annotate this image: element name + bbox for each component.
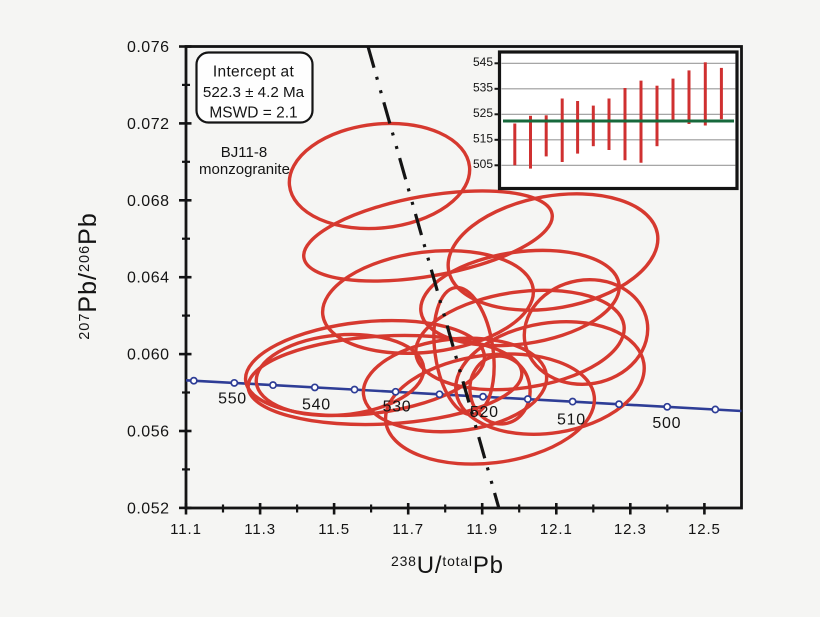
svg-text:520: 520 xyxy=(470,404,499,421)
svg-text:238U/totalPb: 238U/totalPb xyxy=(391,552,504,579)
svg-text:11.7: 11.7 xyxy=(392,521,424,538)
svg-text:MSWD = 2.1: MSWD = 2.1 xyxy=(209,105,297,122)
svg-text:505: 505 xyxy=(473,157,493,171)
svg-text:0.072: 0.072 xyxy=(127,116,170,133)
svg-text:0.064: 0.064 xyxy=(127,270,170,287)
svg-text:12.3: 12.3 xyxy=(614,521,647,538)
svg-text:monzogranite: monzogranite xyxy=(199,161,290,178)
svg-text:515: 515 xyxy=(473,131,493,145)
svg-text:11.9: 11.9 xyxy=(466,521,498,538)
svg-text:0.056: 0.056 xyxy=(127,424,170,441)
svg-text:530: 530 xyxy=(383,399,412,416)
svg-text:535: 535 xyxy=(473,80,493,94)
svg-text:11.1: 11.1 xyxy=(170,521,202,538)
svg-text:0.052: 0.052 xyxy=(127,500,170,517)
svg-text:510: 510 xyxy=(557,412,586,429)
svg-text:545: 545 xyxy=(473,55,493,69)
svg-text:12.1: 12.1 xyxy=(540,521,573,538)
svg-text:0.068: 0.068 xyxy=(127,193,170,210)
svg-text:550: 550 xyxy=(218,391,247,408)
svg-text:500: 500 xyxy=(652,415,681,432)
svg-text:540: 540 xyxy=(302,397,331,414)
svg-text:522.3 ± 4.2 Ma: 522.3 ± 4.2 Ma xyxy=(203,84,305,101)
svg-text:Intercept at: Intercept at xyxy=(213,64,295,81)
svg-text:11.5: 11.5 xyxy=(318,521,350,538)
svg-text:0.076: 0.076 xyxy=(127,39,170,56)
svg-text:525: 525 xyxy=(473,106,493,120)
svg-text:12.5: 12.5 xyxy=(688,521,721,538)
svg-text:BJ11-8: BJ11-8 xyxy=(221,144,267,161)
svg-text:0.060: 0.060 xyxy=(127,347,170,364)
svg-text:207Pb/206Pb: 207Pb/206Pb xyxy=(74,212,102,340)
svg-text:11.3: 11.3 xyxy=(244,521,276,538)
